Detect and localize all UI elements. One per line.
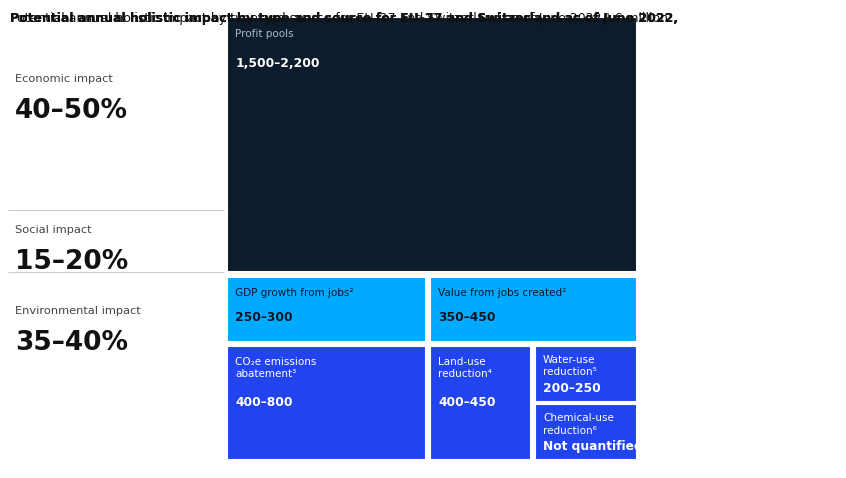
Text: 250–300: 250–300 <box>235 311 293 324</box>
Bar <box>535 346 637 402</box>
Text: 400–800: 400–800 <box>235 396 293 409</box>
Bar <box>430 346 531 460</box>
Bar <box>535 404 637 460</box>
Text: 200–250: 200–250 <box>543 382 601 395</box>
Text: Social impact: Social impact <box>15 225 92 235</box>
Bar <box>430 277 637 342</box>
Bar <box>227 346 426 460</box>
Bar <box>227 17 637 272</box>
Text: 350–450: 350–450 <box>438 311 496 324</box>
Text: 15–20%: 15–20% <box>15 249 129 274</box>
Text: Not quantified: Not quantified <box>543 440 643 453</box>
Text: Land-use
reduction⁴: Land-use reduction⁴ <box>438 357 492 380</box>
Text: 1,500–2,200: 1,500–2,200 <box>235 57 320 70</box>
Text: Chemical-use
reduction⁶: Chemical-use reduction⁶ <box>543 413 614 436</box>
Text: Potential annual holistic impact by type and source for EU–27 and Switzerland as: Potential annual holistic impact by type… <box>10 12 668 25</box>
Text: Water-use
reduction⁵: Water-use reduction⁵ <box>543 355 597 378</box>
Text: Value from jobs created²: Value from jobs created² <box>438 288 567 298</box>
Text: Potential annual holistic impact by type and source for EU–27 and Switzerland as: Potential annual holistic impact by type… <box>10 12 678 25</box>
Text: Potential annual holistic impact by type and source for EU–27 and Switzerland as: Potential annual holistic impact by type… <box>10 12 678 25</box>
Text: Economic impact: Economic impact <box>15 74 113 84</box>
Text: 400–450: 400–450 <box>438 396 496 409</box>
Text: Potential annual holistic impact by type and source for EU–27 and Switzerland as: Potential annual holistic impact by type… <box>10 12 668 25</box>
Text: 40–50%: 40–50% <box>15 98 129 124</box>
Text: Environmental impact: Environmental impact <box>15 306 141 316</box>
Text: CO₂e emissions
abatement³: CO₂e emissions abatement³ <box>235 357 316 380</box>
Text: GDP growth from jobs²: GDP growth from jobs² <box>235 288 354 298</box>
Bar <box>227 277 426 342</box>
Text: 35–40%: 35–40% <box>15 330 129 356</box>
Text: Profit pools: Profit pools <box>235 29 294 39</box>
